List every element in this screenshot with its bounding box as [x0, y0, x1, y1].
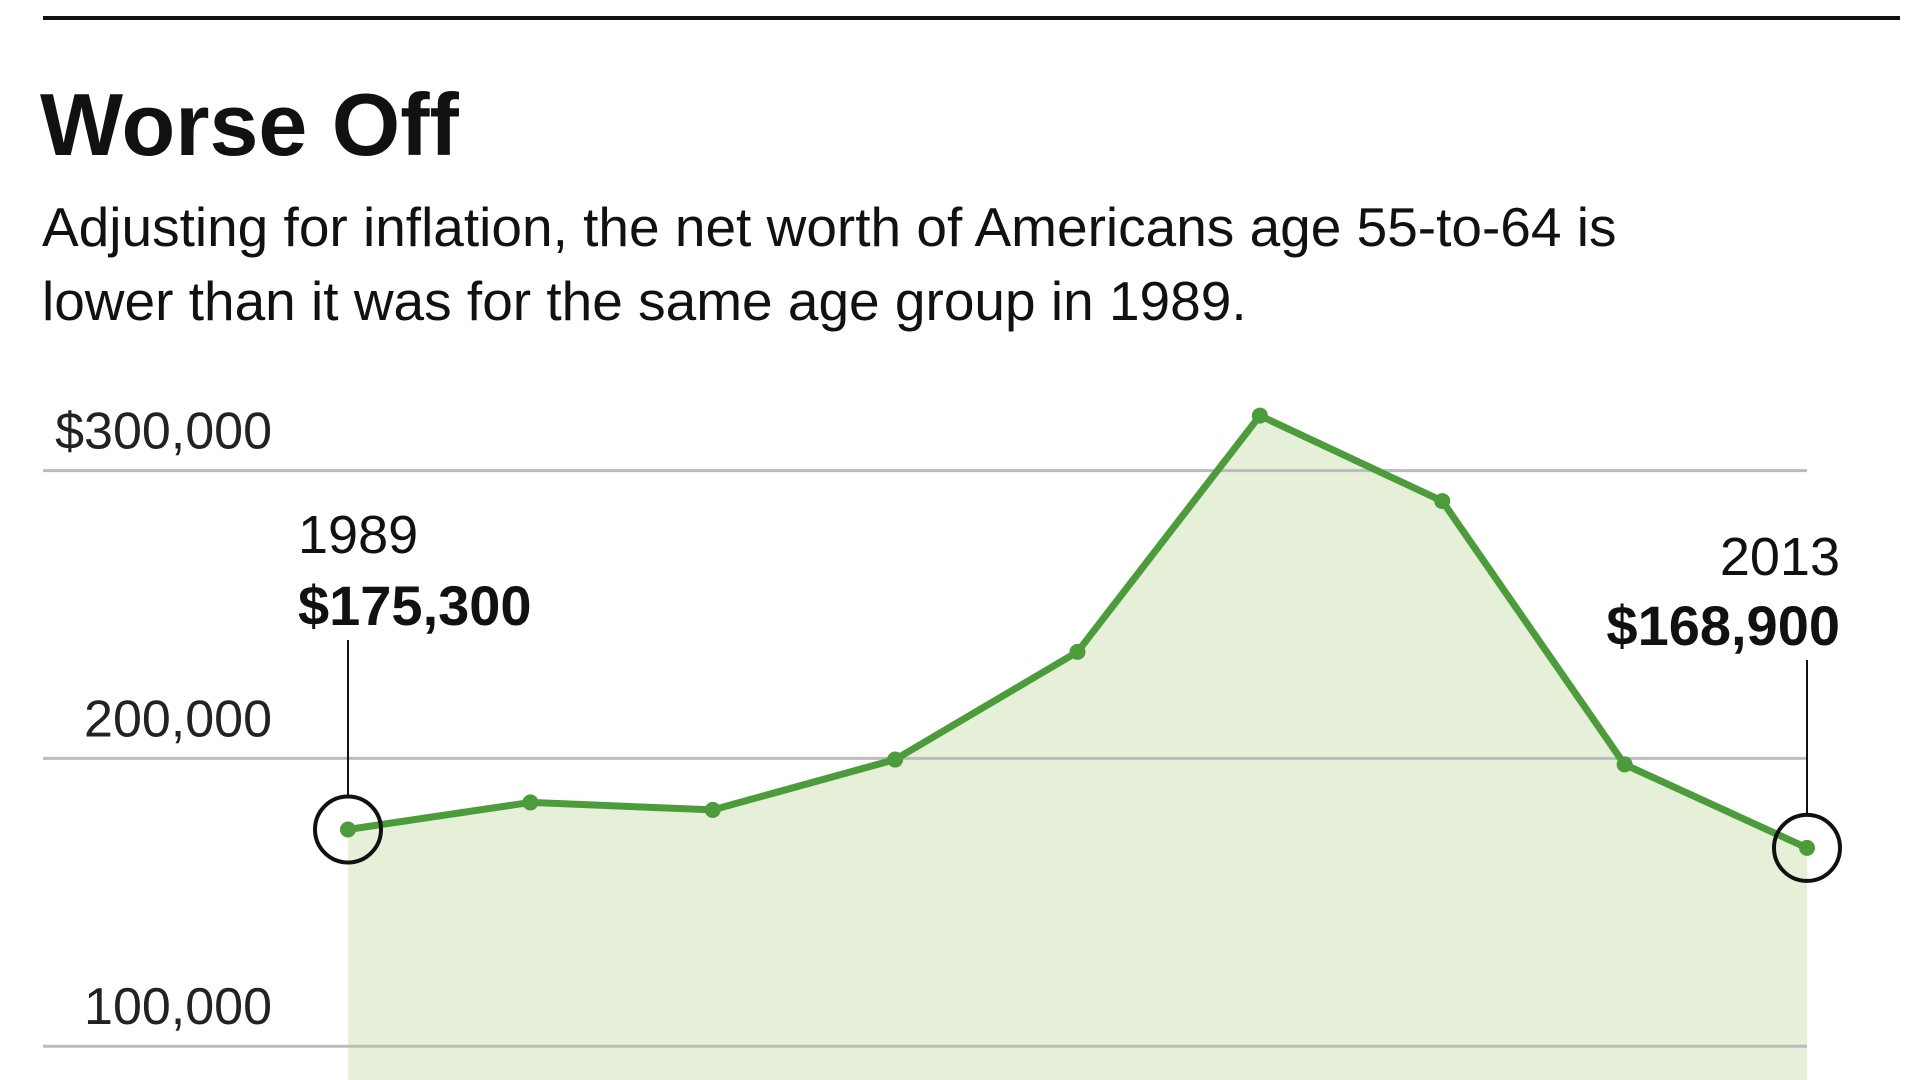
- point: [340, 821, 356, 838]
- y-tick-label: $300,000: [55, 403, 272, 461]
- point: [1069, 643, 1086, 660]
- point: [887, 751, 904, 768]
- point: [1799, 839, 1815, 856]
- year-label: 1989: [298, 505, 418, 565]
- subtitle: Adjusting for inflation, the net worth o…: [42, 196, 1616, 258]
- point: [522, 794, 539, 811]
- y-tick-label: 200,000: [84, 690, 272, 748]
- year-label: 2013: [1720, 527, 1840, 587]
- plot: 100,000 200,000 $300,000 1989 $175,300 2013 $1…: [43, 403, 1842, 1080]
- point: [1434, 493, 1451, 510]
- value-label: $168,900: [1606, 594, 1840, 657]
- point: [1251, 407, 1268, 424]
- subtitle: lower than it was for the same age group…: [42, 270, 1247, 332]
- point: [1616, 756, 1633, 773]
- y-tick-label: 100,000: [84, 978, 272, 1036]
- value-label: $175,300: [298, 574, 532, 637]
- area: [348, 415, 1807, 1080]
- point: [704, 801, 721, 818]
- chart-title: Worse Off: [40, 75, 460, 174]
